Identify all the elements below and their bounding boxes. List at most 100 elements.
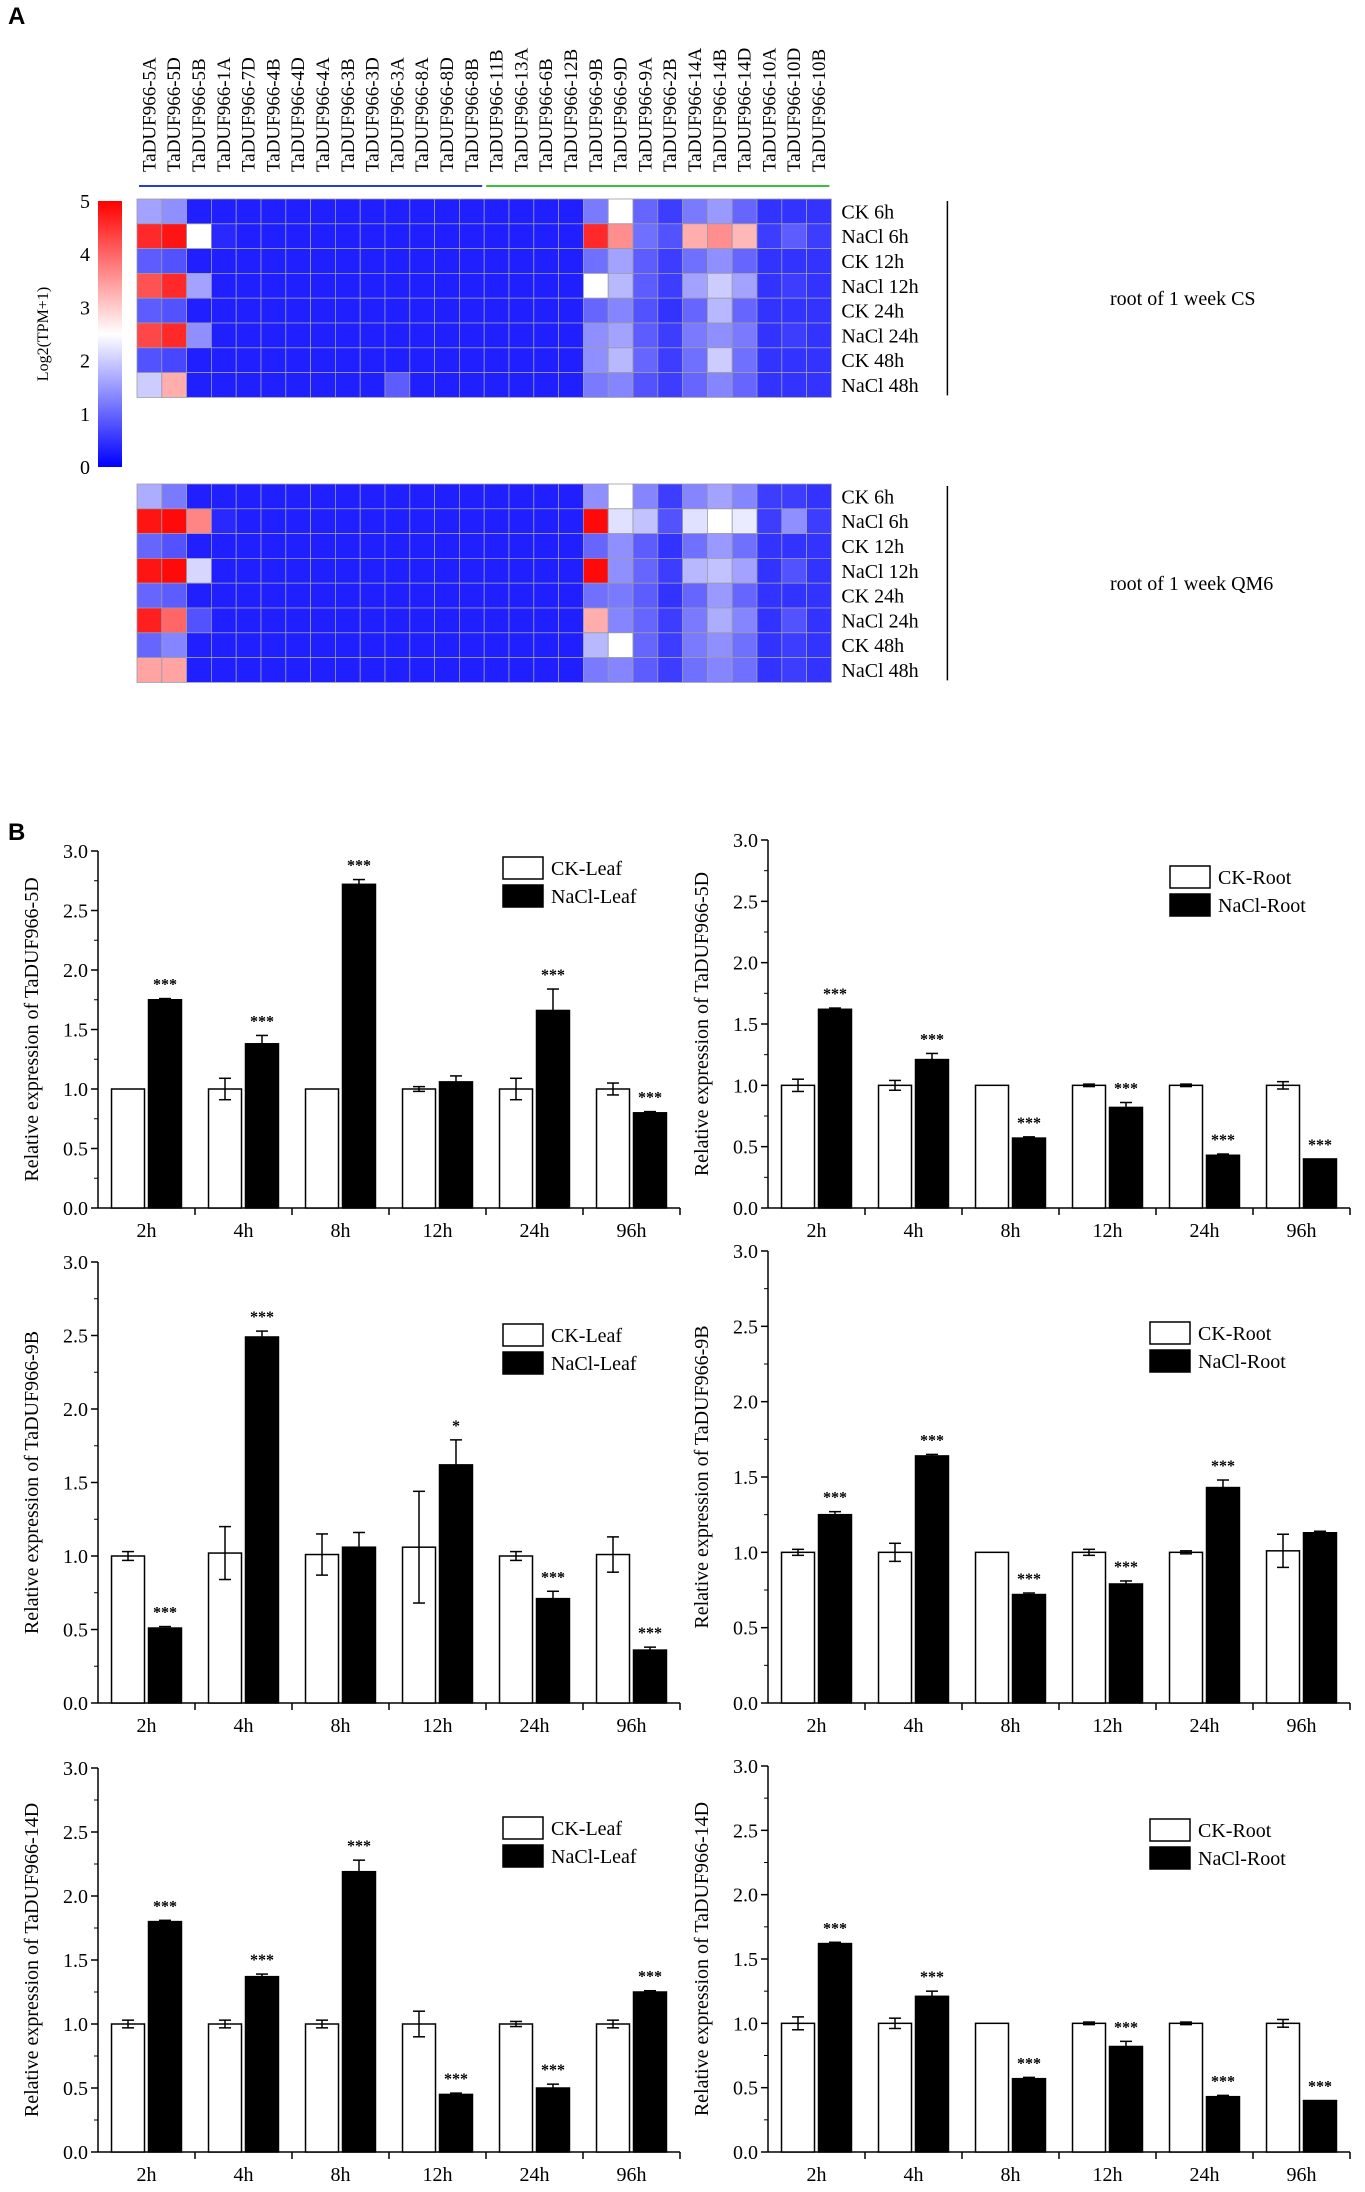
heatmap-cell [384,322,411,349]
heatmap-cell [384,198,411,225]
heatmap-cell [409,272,435,299]
heatmap-cell [285,582,311,609]
heatmap-cell [310,322,336,349]
heatmap-cell [756,483,783,510]
heatmap-cell [607,322,634,349]
heatmap-cell [334,347,361,373]
bar-treatment [1011,1137,1047,1209]
heatmap-cell [483,483,510,510]
significance-label: *** [920,1969,944,1986]
heatmap-cell [806,533,832,559]
heatmap-cell [781,223,807,250]
x-tick-label: 96h [617,2164,647,2186]
y-tick-label: 0.0 [63,2142,88,2164]
heatmap-cell [781,297,807,324]
heatmap-cell [359,657,386,683]
significance-label: *** [1114,1559,1138,1576]
significance-label: *** [541,2062,565,2079]
bar-treatment [244,1043,280,1209]
heatmap-cell [533,483,559,510]
heatmap-cell [682,508,708,534]
heatmap-cell [781,272,807,299]
legend-label: NaCl-Root [1218,895,1306,917]
bar-chart-6: 0.0 0.5 1.0 1.5 2.0 2.5 3.0 Relative expression… [691,1756,1351,2186]
bar-control [595,1553,631,1704]
heatmap-row-label: CK 6h [841,486,894,508]
heatmap-cell [458,582,485,609]
heatmap-cell [781,582,807,609]
significance-label: *** [1114,2019,1138,2036]
heatmap-cell [533,533,559,559]
heatmap-cell [161,508,188,534]
heatmap-cell [632,223,659,250]
bar-treatment [632,1112,668,1209]
gene-label: TaDUF966-1A [214,57,235,172]
gene-label: TaDUF966-9D [611,57,632,172]
significance-label: *** [153,1898,177,1915]
bar-charts: 0.0 0.5 1.0 1.5 2.0 2.5 3.0 Relative expression… [21,830,1351,2186]
significance-label: *** [638,1625,662,1642]
heatmap-cell [359,272,386,299]
heatmap-cell [235,347,262,373]
heatmap-cell [756,248,783,274]
heatmap-cell [781,607,807,634]
heatmap-cell [260,297,287,324]
heatmap-cell [136,657,163,683]
heatmap-cell [434,347,460,373]
heatmap-cell [260,347,287,373]
heatmap-cell [632,657,659,683]
significance-label: *** [823,1920,847,1937]
heatmap-cell [210,483,237,510]
heatmap-cell [434,198,460,225]
heatmap-cell [731,198,758,225]
heatmap-cell [235,372,262,398]
legend-label: NaCl-Root [1198,1351,1286,1373]
heatmap-cell [409,322,435,349]
heatmap-cell [186,533,212,559]
significance-label: *** [347,858,371,875]
heatmap-cell [285,632,311,658]
heatmap-cell [136,483,163,510]
heatmap-cell [458,632,485,658]
heatmap-cell [806,198,832,225]
heatmap-cell [359,198,386,225]
heatmap-cell [186,483,212,510]
heatmap: TaDUF966-5A TaDUF966-5D TaDUF966-5B TaDUF96… [35,47,1273,683]
gene-label: TaDUF966-8D [437,57,458,172]
heatmap-cell [533,322,559,349]
y-tick-label: 2.5 [733,1820,758,1842]
heatmap-cell [682,272,708,299]
y-tick-label: 2.5 [63,1822,88,1844]
heatmap-cell [806,558,832,584]
heatmap-cell [260,657,287,683]
x-tick-label: 96h [617,1220,647,1242]
heatmap-cell [359,347,386,373]
heatmap-cell [607,372,634,398]
heatmap-cell [161,632,188,658]
heatmap-cell [632,248,659,274]
heatmap-cell [607,508,634,534]
heatmap-cell [508,607,535,634]
heatmap-cell [161,322,188,349]
y-axis-label: Relative expression of TaDUF966-14D [21,1803,43,2117]
heatmap-cell [434,508,460,534]
heatmap-cell [558,223,584,250]
heatmap-cell [682,347,708,373]
heatmap-cell [508,272,535,299]
heatmap-cell [458,607,485,634]
bar-chart-5: 0.0 0.5 1.0 1.5 2.0 2.5 3.0 Relative expression… [21,1758,681,2186]
heatmap-cell [359,582,386,609]
x-tick-label: 8h [331,1715,351,1737]
heatmap-cell [607,558,634,584]
heatmap-cell [731,657,758,683]
heatmap-cell [409,347,435,373]
heatmap-cell [235,632,262,658]
bar-control [498,1088,534,1209]
gene-label: TaDUF966-4B [263,58,284,172]
heatmap-cell [310,558,336,584]
bar-treatment [147,999,183,1209]
gene-label: TaDUF966-4A [313,57,334,172]
heatmap-cell [359,558,386,584]
gene-label: TaDUF966-8B [462,58,483,172]
heatmap-cell [806,632,832,658]
